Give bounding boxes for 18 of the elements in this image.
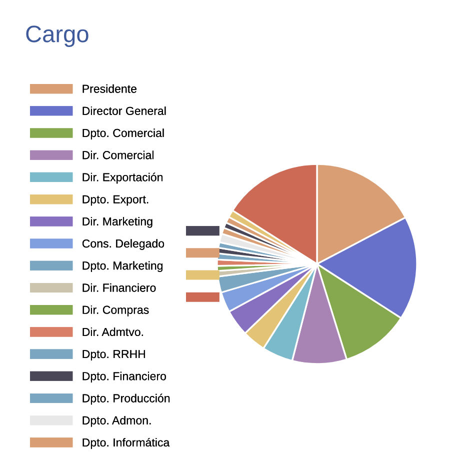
legend-label: Dir. Comercial xyxy=(82,150,154,160)
legend-label: Dir. Admtvo. xyxy=(82,328,143,336)
legend-label: Dpto. Export. xyxy=(82,195,148,206)
chart-title: Cargo xyxy=(26,26,88,48)
legend-label: Dir. Marketing xyxy=(82,217,152,228)
legend-label: Dpto. Financiero xyxy=(82,372,166,383)
legend-label: Dpto. RRHH xyxy=(82,350,145,360)
legend-label: Dpto. Comercial xyxy=(82,128,164,140)
legend-label: Dpto. Informática xyxy=(82,438,170,449)
legend-label: Dpto. Marketing xyxy=(82,261,162,272)
legend-label: Director General xyxy=(82,106,166,115)
legend-label: Dir. Financiero xyxy=(82,283,156,292)
legend-label: Dpto. Producción xyxy=(82,394,170,405)
legend-label: Dpto. Admon. xyxy=(82,416,151,427)
legend-label: Presidente xyxy=(82,84,136,93)
legend-label: Dir. Compras xyxy=(82,305,149,316)
legend-label: Cons. Delegado xyxy=(82,239,164,250)
legend-label: Dir. Exportación xyxy=(82,172,162,184)
